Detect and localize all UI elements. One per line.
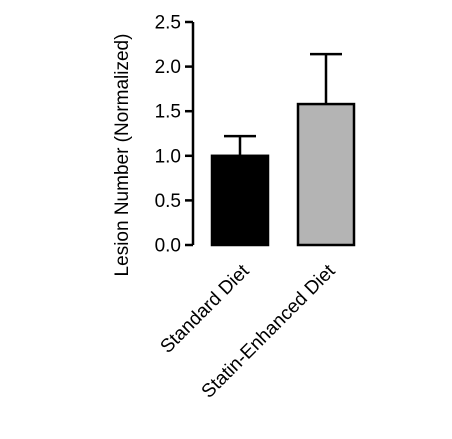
- y-tick-label: 2.0: [155, 57, 181, 78]
- y-tick-label: 2.5: [155, 13, 181, 34]
- y-tick-label: 1.0: [155, 146, 181, 167]
- error-bars: [224, 52, 342, 156]
- bar-standard-diet: [210, 154, 270, 247]
- y-tick-label: 0.5: [155, 191, 181, 212]
- x-tick-label: Standard Diet: [157, 260, 255, 358]
- y-tick-label: 0.0: [155, 236, 181, 257]
- bars: [210, 102, 356, 247]
- y-tick-label: 1.5: [155, 102, 181, 123]
- bar-statin-enhanced-diet: [296, 102, 356, 247]
- y-axis-label: Lesion Number (Normalized): [112, 34, 133, 277]
- y-axis: 0.0 0.5 1.0 1.5 2.0 2.5: [155, 13, 195, 257]
